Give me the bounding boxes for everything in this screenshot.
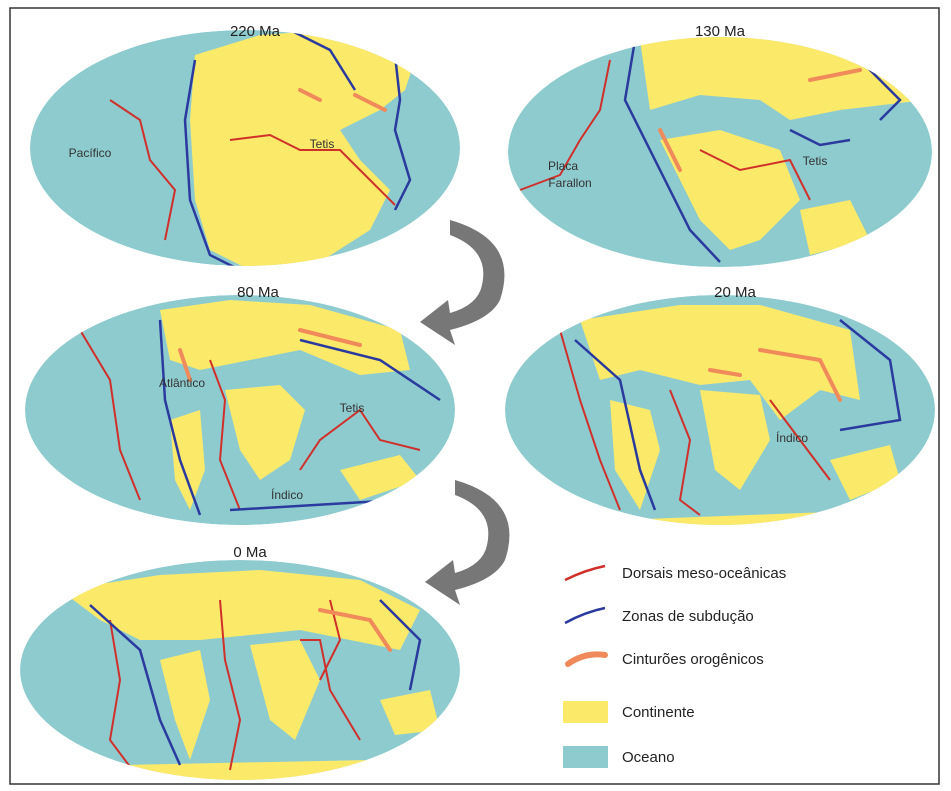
map-label: Tetis	[803, 154, 828, 168]
legend-label: Dorsais meso-oceânicas	[622, 565, 786, 582]
legend-label: Cinturões orogênicos	[622, 651, 764, 668]
legend-symbol	[563, 701, 608, 723]
map-label: Farallon	[548, 176, 591, 190]
map-label: Pacífico	[69, 146, 112, 160]
legend-label: Continente	[622, 704, 695, 721]
map-title: 20 Ma	[714, 284, 756, 301]
map-label: Atlântico	[159, 376, 205, 390]
map-title: 130 Ma	[695, 23, 746, 40]
figure: 220 Ma Pacífico Tetis 130 Ma Placa Faral…	[0, 0, 951, 791]
map-label: Tetis	[310, 137, 335, 151]
map-80	[25, 295, 455, 525]
legend-label: Oceano	[622, 749, 675, 766]
map-label: Índico	[776, 430, 808, 445]
map-title: 0 Ma	[233, 544, 267, 561]
map-title: 80 Ma	[237, 284, 279, 301]
map-title: 220 Ma	[230, 23, 281, 40]
map-label: Índico	[271, 487, 303, 502]
map-label: Placa	[548, 159, 578, 173]
legend-symbol	[563, 746, 608, 768]
map-label: Tetis	[340, 401, 365, 415]
legend-label: Zonas de subdução	[622, 608, 754, 625]
